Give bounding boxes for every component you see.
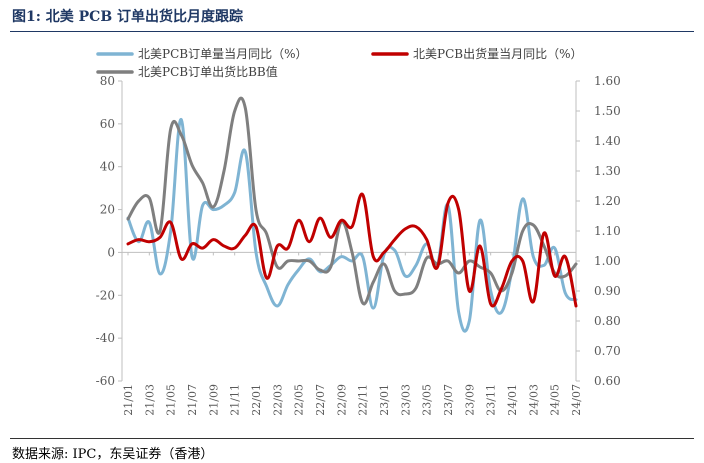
x-tick-label: 23/09 xyxy=(463,384,476,416)
x-tick-label: 21/01 xyxy=(122,384,135,416)
right-y-tick-label: 0.80 xyxy=(594,314,621,328)
left-y-tick-label: -60 xyxy=(96,374,115,388)
chart-axes: 80 60 40 20 0 -20 -40 -60 1.60 1.50 1.40 1.30 1.20 1.… xyxy=(96,74,621,416)
legend-item-orders-label: 北美PCB订单量当月同比（%） xyxy=(138,47,307,61)
x-tick-label: 23/05 xyxy=(421,384,434,416)
series-orders-yoy-line xyxy=(126,118,578,333)
series-layer xyxy=(126,96,578,333)
title-rule xyxy=(10,31,694,32)
x-tick-label: 24/03 xyxy=(527,384,540,416)
x-tick-label: 23/03 xyxy=(399,384,412,416)
x-tick-label: 21/11 xyxy=(229,384,242,416)
right-y-tick-label: 1.50 xyxy=(594,104,621,118)
left-y-tick-label: -20 xyxy=(96,288,115,302)
left-y-tick-label: -40 xyxy=(96,331,115,345)
right-y-tick-label: 1.30 xyxy=(594,164,621,178)
legend-item-bb-ratio-label: 北美PCB订单出货比BB值 xyxy=(138,64,278,79)
legend-item-shipments-label: 北美PCB出货量当月同比（%） xyxy=(413,46,582,61)
x-tick-label: 23/01 xyxy=(378,384,391,416)
series-bb-ratio-line xyxy=(126,96,578,306)
left-y-tick-label: 40 xyxy=(100,160,115,174)
x-tick-label: 22/01 xyxy=(250,384,263,416)
x-tick-label: 24/07 xyxy=(570,384,583,416)
x-tick-label: 22/09 xyxy=(335,384,348,416)
x-tick-label: 23/11 xyxy=(485,384,498,416)
right-y-tick-label: 1.10 xyxy=(594,224,621,238)
right-y-tick-label: 1.20 xyxy=(594,194,621,208)
x-tick-label: 24/01 xyxy=(506,384,519,416)
x-tick-label: 22/07 xyxy=(314,384,327,416)
right-y-tick-label: 0.90 xyxy=(594,284,621,298)
x-tick-label: 23/07 xyxy=(442,384,455,416)
x-tick-label: 21/05 xyxy=(165,384,178,416)
right-y-tick-label: 1.60 xyxy=(594,74,621,88)
x-tick-label: 22/05 xyxy=(293,384,306,416)
x-tick-label: 21/03 xyxy=(143,384,156,416)
series-shipments-yoy-line xyxy=(126,192,578,308)
left-y-tick-label: 20 xyxy=(100,203,115,217)
left-y-tick-label: 0 xyxy=(107,245,115,259)
right-y-tick-label: 0.70 xyxy=(594,344,621,358)
source-note: 数据来源: IPC，东吴证券（香港） xyxy=(12,447,214,462)
source-rule xyxy=(10,438,694,439)
x-tick-label: 21/07 xyxy=(186,384,199,416)
x-tick-label: 22/03 xyxy=(271,384,284,416)
x-tick-label: 21/09 xyxy=(207,384,220,416)
left-y-tick-label: 80 xyxy=(100,74,115,88)
legend: 北美PCB订单量当月同比（%） 北美PCB出货量当月同比（%） 北美PCB订单出货比… xyxy=(96,46,582,79)
x-tick-label: 24/05 xyxy=(549,384,562,416)
left-y-tick-label: 60 xyxy=(100,117,115,131)
right-y-tick-label: 1.00 xyxy=(594,254,621,268)
right-y-tick-label: 0.60 xyxy=(594,374,621,388)
figure-title: 图1: 北美 PCB 订单出货比月度跟踪 xyxy=(12,9,244,25)
x-tick-label: 22/11 xyxy=(357,384,370,416)
right-y-tick-label: 1.40 xyxy=(594,134,621,148)
